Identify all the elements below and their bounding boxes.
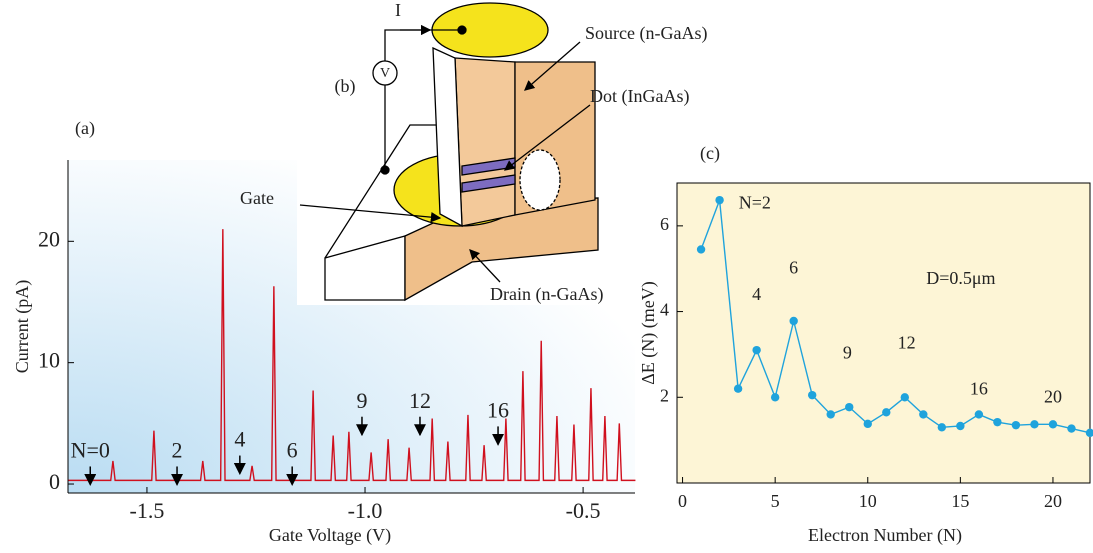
plot-background	[677, 183, 1090, 483]
data-point	[752, 346, 760, 354]
annotation: N=0	[71, 438, 110, 463]
data-point	[789, 317, 797, 325]
data-point	[1030, 420, 1038, 428]
y-tick-label: 20	[38, 226, 60, 251]
data-point	[808, 391, 816, 399]
annotation: 16	[970, 379, 988, 399]
y-tick-label: 2	[660, 385, 669, 405]
annotation: 20	[1044, 386, 1062, 406]
x-tick-label: 10	[859, 491, 877, 511]
panel-label: (c)	[700, 143, 720, 164]
data-point	[827, 410, 835, 418]
x-tick-label: 20	[1044, 491, 1062, 511]
data-point	[715, 196, 723, 204]
y-tick-label: 0	[49, 469, 60, 494]
y-axis-title: Current (pA)	[12, 280, 33, 373]
source-label: Source (n-GaAs)	[585, 23, 707, 44]
device-diagram: I V (b) Source (n-GaAs) Dot (InGaAs) Gat…	[240, 0, 707, 305]
data-point	[697, 245, 705, 253]
y-tick-label: 4	[660, 300, 669, 320]
y-axis-title: ΔE (N) (meV)	[638, 281, 659, 385]
current-label: I	[395, 0, 401, 20]
x-tick-label: 15	[951, 491, 969, 511]
data-point	[864, 420, 872, 428]
x-tick-label: 0	[678, 491, 687, 511]
drain-label: Drain (n-GaAs)	[490, 284, 603, 305]
x-tick-label: -1.5	[130, 498, 165, 523]
annotation: 6	[789, 258, 798, 278]
x-tick-label: -0.5	[566, 498, 601, 523]
x-tick-label: -1.0	[348, 498, 383, 523]
data-point	[771, 393, 779, 401]
annotation: 4	[752, 284, 761, 304]
gate-label: Gate	[240, 188, 274, 208]
data-point	[1049, 420, 1057, 428]
meter-label: V	[380, 66, 390, 81]
data-point	[734, 385, 742, 393]
annotation: 2	[172, 438, 183, 463]
dot-label: Dot (InGaAs)	[590, 86, 689, 107]
x-tick-label: 5	[771, 491, 780, 511]
panel-label: (b)	[335, 76, 356, 97]
data-point	[919, 410, 927, 418]
data-point	[956, 422, 964, 430]
y-tick-label: 10	[38, 348, 60, 373]
panel-label: (a)	[75, 118, 95, 139]
data-point	[975, 410, 983, 418]
annotation: 12	[898, 333, 916, 353]
data-point	[1067, 424, 1075, 432]
x-axis-title: Gate Voltage (V)	[269, 525, 391, 546]
annotation: 9	[356, 388, 367, 413]
annotation: 4	[234, 427, 245, 452]
data-point	[938, 423, 946, 431]
x-axis-title: Electron Number (N)	[808, 525, 962, 546]
data-point	[882, 408, 890, 416]
data-point	[845, 403, 853, 411]
annotation: 9	[843, 343, 852, 363]
data-point	[993, 418, 1001, 426]
data-point	[1012, 421, 1020, 429]
annotation: D=0.5μm	[926, 268, 995, 288]
data-point	[901, 393, 909, 401]
annotation: 12	[409, 388, 431, 413]
y-tick-label: 6	[660, 214, 669, 234]
annotation: N=2	[739, 193, 771, 213]
annotation: 16	[487, 397, 509, 422]
figure: -1.5-1.0-0.501020Gate Voltage (V)Current…	[0, 0, 1093, 553]
annotation: 6	[287, 438, 298, 463]
